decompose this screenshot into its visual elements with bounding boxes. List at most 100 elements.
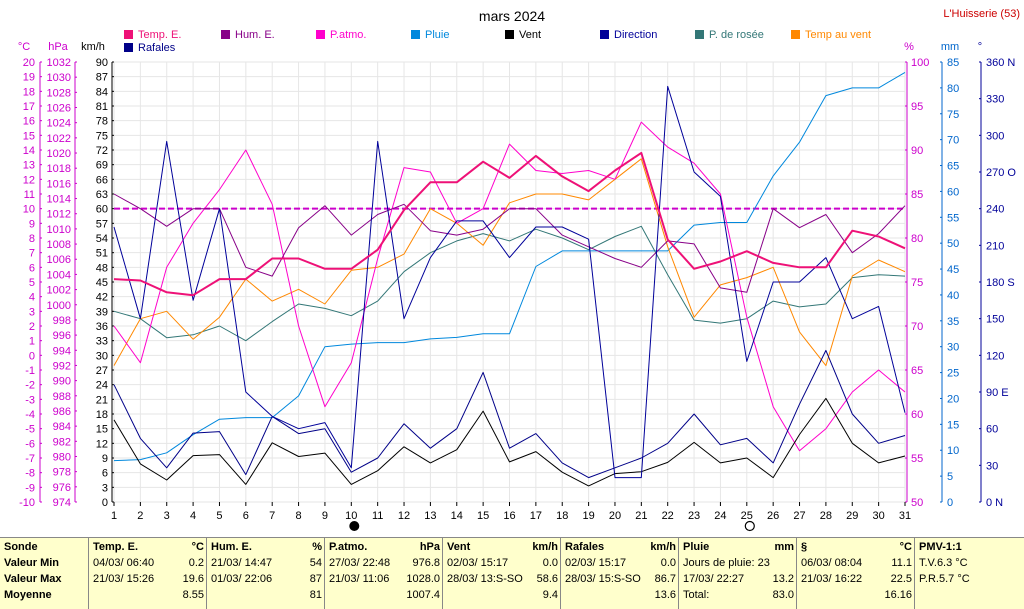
stats-pmv-line2: P.R.5.7 °C [919, 573, 970, 585]
left-axis-tick-label: 75 [96, 130, 108, 142]
stats-pluie-title: Pluie [683, 541, 710, 553]
legend-label-rafales: Rafales [138, 42, 176, 54]
left-axis-tick-label: 982 [53, 436, 71, 448]
left-axis-tick-label: 1006 [47, 254, 71, 266]
right-axis-tick-label: 80 [947, 83, 959, 95]
right-axis-tick-label: 30 [986, 460, 998, 472]
left-axis-unit: hPa [48, 41, 68, 53]
right-axis-tick-label: 120 [986, 350, 1004, 362]
stats-col-pmv: PMV-1:1 T.V.6.3 °C P.R.5.7 °C [914, 538, 1024, 609]
stats-pluie-rain-days: Jours de pluie: 23 [683, 557, 770, 569]
stats-patmo-avg: 1007.4 [406, 589, 440, 601]
legend-label-vent: Vent [519, 29, 541, 41]
stats-pmv-line1: T.V.6.3 °C [919, 557, 968, 569]
right-axis-tick-label: 300 [986, 130, 1004, 142]
stats-vent-unit: km/h [532, 541, 558, 553]
right-axis-tick-label: 75 [947, 109, 959, 121]
left-axis-tick-label: 84 [96, 86, 108, 98]
left-axis-tick-label: -2 [25, 380, 35, 392]
chart: °C-10-9-8-7-6-5-4-3-2-101234567891011121… [18, 8, 1020, 532]
stats-hum-min-date: 21/03/ 14:47 [211, 557, 273, 569]
left-axis-tick-label: 6 [102, 468, 108, 480]
left-axis-tick-label: 976 [53, 482, 71, 494]
x-axis-tick-label: 31 [899, 510, 911, 522]
left-axis-tick-label: 1032 [47, 57, 71, 69]
stats-dew-min-val: 11.1 [891, 557, 912, 569]
series-line-p-atmo [113, 121, 906, 452]
stats-temp-max-val: 19.6 [182, 573, 204, 585]
stats-col-temp: Temp. E. °C 04/03/ 06:40 0.2 21/03/ 15:26 1… [88, 538, 207, 609]
right-axis-tick-label: 0 [947, 497, 953, 509]
left-axis-tick-label: 1024 [47, 118, 71, 130]
right-axis-tick-label: 65 [947, 161, 959, 173]
x-axis-tick-label: 20 [609, 510, 621, 522]
right-axis-tick-label: 25 [947, 368, 959, 380]
stats-col-hum: Hum. E.% 21/03/ 14:47 54 01/03/ 22:06 87 8… [206, 538, 325, 609]
stats-rafales-min-val: 0.0 [660, 557, 676, 569]
stats-hum-unit: % [312, 541, 322, 553]
right-axis-tick-label: 55 [911, 453, 923, 465]
x-axis-tick-label: 28 [820, 510, 832, 522]
x-axis-tick-label: 15 [477, 510, 489, 522]
stats-col-dew: § °C 06/03/ 08:04 11.1 21/03/ 16:22 22.5 16… [796, 538, 915, 609]
legend-swatch-rafales [124, 43, 133, 52]
stats-rafales-max-date: 28/03/ 15:S-SO [565, 573, 641, 585]
stats-dew-avg: 16.16 [884, 589, 912, 601]
left-axis-tick-label: 30 [96, 350, 108, 362]
left-axis-tick-label: 4 [29, 292, 35, 304]
left-axis-tick-label: 15 [96, 424, 108, 436]
stats-row-max: Valeur Max [4, 573, 62, 585]
left-axis-tick-label: 24 [96, 380, 108, 392]
left-axis-tick-label: 5 [29, 277, 35, 289]
stats-pluie-unit: mm [774, 541, 794, 553]
x-axis-tick-label: 7 [269, 510, 275, 522]
right-axis-tick-label: 45 [947, 264, 959, 276]
right-axis-tick-label: 150 [986, 314, 1004, 326]
left-axis-tick-label: 992 [53, 360, 71, 372]
x-axis-tick-label: 23 [688, 510, 700, 522]
stats-col-sonde: Sonde Valeur Min Valeur Max Moyenne [0, 538, 88, 609]
right-axis-tick-label: 35 [947, 316, 959, 328]
stats-temp-avg: 8.55 [182, 589, 204, 601]
stats-patmo-max-val: 1028.0 [406, 573, 440, 585]
left-axis-tick-label: 42 [96, 292, 108, 304]
left-axes: °C-10-9-8-7-6-5-4-3-2-101234567891011121… [18, 41, 114, 509]
right-axis-tick-label: 60 [986, 424, 998, 436]
right-axis-tick-label: 65 [911, 365, 923, 377]
left-axis-tick-label: 1012 [47, 209, 71, 221]
stats-vent-max-val: 58.6 [536, 573, 558, 585]
left-axis-tick-label: 20 [23, 57, 35, 69]
x-axis-tick-label: 29 [846, 510, 858, 522]
x-axis-tick-label: 2 [137, 510, 143, 522]
stats-rafales-title: Rafales [565, 541, 605, 553]
right-axis-tick-label: 60 [947, 186, 959, 198]
x-axis-tick-label: 17 [530, 510, 542, 522]
stats-hum-min-val: 54 [309, 557, 322, 569]
right-axis-tick-label: 15 [947, 419, 959, 431]
right-axis-tick-label: 90 [911, 145, 923, 157]
left-axis-tick-label: -10 [19, 497, 35, 509]
series-line-direction [113, 85, 906, 479]
left-axis-tick-label: 13 [23, 160, 35, 172]
right-axis-tick-label: 180 S [986, 277, 1015, 289]
left-axis-tick-label: 2 [29, 321, 35, 333]
stats-vent-min-date: 02/03/ 15:17 [447, 557, 509, 569]
left-axis-tick-label: 1022 [47, 133, 71, 145]
stats-patmo-title: P.atmo. [329, 541, 368, 553]
legend-swatch-direction [600, 30, 609, 39]
right-axis-tick-label: 95 [911, 101, 923, 113]
stats-pluie-total-val: 83.0 [772, 589, 794, 601]
left-axis-tick-label: 1014 [47, 194, 71, 206]
left-axis-tick-label: 18 [96, 409, 108, 421]
station-label: L'Huisserie (53) [943, 8, 1020, 20]
right-axis-tick-label: 80 [911, 233, 923, 245]
left-axis-unit: °C [18, 41, 30, 53]
left-axis-tick-label: 51 [96, 248, 108, 260]
stats-rafales-min-date: 02/03/ 15:17 [565, 557, 627, 569]
legend-swatch-vent [505, 30, 514, 39]
stats-dew-max-date: 21/03/ 16:22 [801, 573, 863, 585]
left-axis-tick-label: 0 [29, 350, 35, 362]
right-axis-tick-label: 270 O [986, 167, 1016, 179]
left-axis-tick-label: 990 [53, 376, 71, 388]
left-axis-tick-label: 19 [23, 72, 35, 84]
